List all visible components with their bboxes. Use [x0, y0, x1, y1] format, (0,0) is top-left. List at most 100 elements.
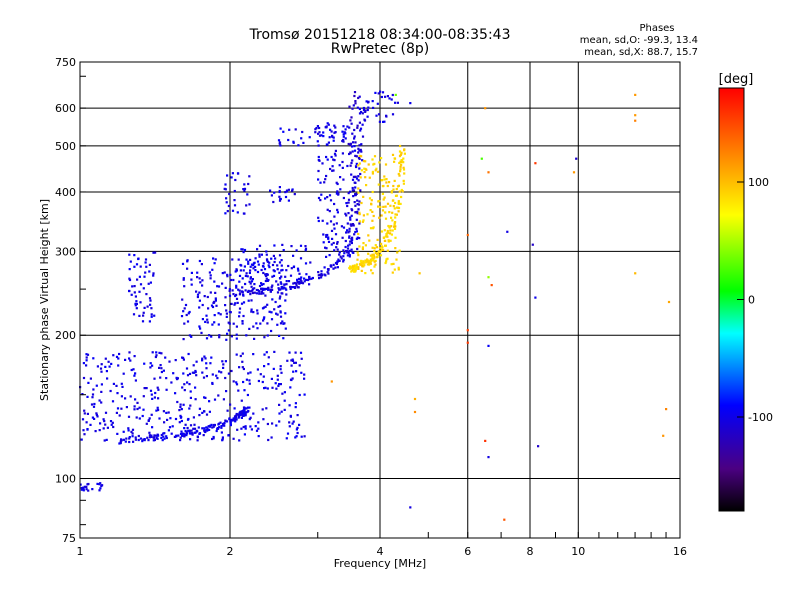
- data-point: [394, 216, 397, 219]
- data-point: [390, 191, 393, 194]
- data-point: [188, 334, 191, 337]
- data-point: [271, 386, 274, 389]
- data-point: [186, 374, 190, 377]
- data-point: [228, 310, 231, 314]
- data-point: [341, 236, 344, 239]
- data-point: [275, 280, 278, 283]
- data-point: [260, 290, 263, 293]
- data-point: [289, 274, 293, 277]
- data-point: [326, 268, 330, 271]
- data-point: [218, 426, 221, 429]
- data-point: [235, 337, 238, 340]
- data-point: [354, 102, 357, 105]
- data-point: [230, 302, 233, 305]
- data-point: [276, 291, 280, 294]
- data-point: [99, 487, 102, 490]
- data-point: [395, 188, 398, 191]
- data-point: [213, 314, 216, 317]
- data-point: [243, 407, 246, 410]
- y-tick-label: 400: [55, 186, 76, 199]
- data-point: [264, 294, 267, 297]
- data-point: [393, 268, 396, 271]
- data-point: [363, 167, 366, 170]
- data-point: [350, 122, 353, 125]
- data-point: [175, 378, 179, 381]
- data-point: [180, 430, 183, 433]
- data-point: [91, 416, 94, 419]
- data-point: [278, 271, 281, 274]
- data-point: [152, 439, 155, 442]
- data-point: [358, 213, 361, 216]
- data-point: [266, 334, 269, 337]
- data-point: [242, 413, 245, 416]
- data-point: [389, 239, 392, 242]
- data-point: [149, 299, 152, 302]
- data-point: [353, 94, 356, 98]
- data-point: [238, 311, 241, 314]
- x-tick-label: 4: [377, 545, 384, 558]
- data-point: [348, 249, 351, 252]
- data-point: [385, 178, 388, 181]
- data-point: [382, 205, 385, 208]
- data-point: [225, 390, 228, 393]
- data-point: [413, 410, 417, 414]
- data-point: [317, 219, 320, 223]
- data-point: [237, 172, 240, 175]
- data-point: [243, 389, 246, 392]
- data-point: [267, 286, 270, 289]
- colorbar-tick-label: -100: [748, 411, 773, 424]
- data-point: [364, 272, 367, 275]
- data-point: [333, 249, 336, 252]
- data-point: [292, 286, 295, 289]
- data-point: [153, 314, 156, 317]
- data-point: [300, 137, 303, 140]
- data-point: [194, 386, 197, 389]
- data-point: [289, 378, 293, 381]
- data-point: [265, 250, 268, 253]
- data-point: [355, 218, 358, 221]
- data-point: [223, 422, 226, 425]
- data-point: [221, 360, 224, 363]
- data-point: [134, 295, 137, 298]
- data-point: [358, 107, 361, 111]
- data-point: [270, 318, 274, 321]
- data-point: [356, 126, 359, 129]
- data-point: [229, 424, 232, 427]
- data-point: [349, 216, 352, 219]
- data-point: [338, 253, 341, 256]
- data-point: [210, 356, 213, 359]
- data-point: [150, 315, 153, 318]
- data-point: [278, 254, 282, 257]
- data-point: [324, 126, 327, 129]
- data-point: [342, 138, 345, 142]
- data-point: [384, 95, 387, 98]
- data-point: [288, 351, 291, 354]
- data-point: [347, 251, 350, 254]
- data-point: [334, 233, 338, 236]
- data-point: [245, 378, 248, 381]
- data-point: [383, 196, 386, 199]
- data-point: [179, 405, 182, 409]
- data-point: [230, 335, 233, 338]
- data-point: [357, 267, 360, 270]
- data-point: [361, 123, 364, 126]
- chart-title: Tromsø 20151218 08:34:00-08:35:43: [249, 27, 511, 43]
- data-point: [251, 291, 254, 295]
- data-point: [354, 100, 357, 103]
- data-point: [100, 390, 103, 393]
- data-point: [347, 192, 350, 195]
- data-point: [360, 110, 363, 114]
- data-point: [391, 93, 394, 97]
- data-point: [334, 149, 337, 152]
- data-point: [280, 287, 283, 290]
- data-point: [148, 417, 151, 420]
- data-point: [358, 200, 361, 203]
- data-point: [326, 158, 329, 161]
- data-point: [251, 288, 254, 291]
- data-point: [230, 369, 233, 373]
- data-point: [354, 211, 357, 214]
- data-point: [131, 432, 134, 435]
- data-point: [248, 290, 251, 293]
- data-point: [367, 234, 370, 237]
- data-point: [353, 265, 356, 268]
